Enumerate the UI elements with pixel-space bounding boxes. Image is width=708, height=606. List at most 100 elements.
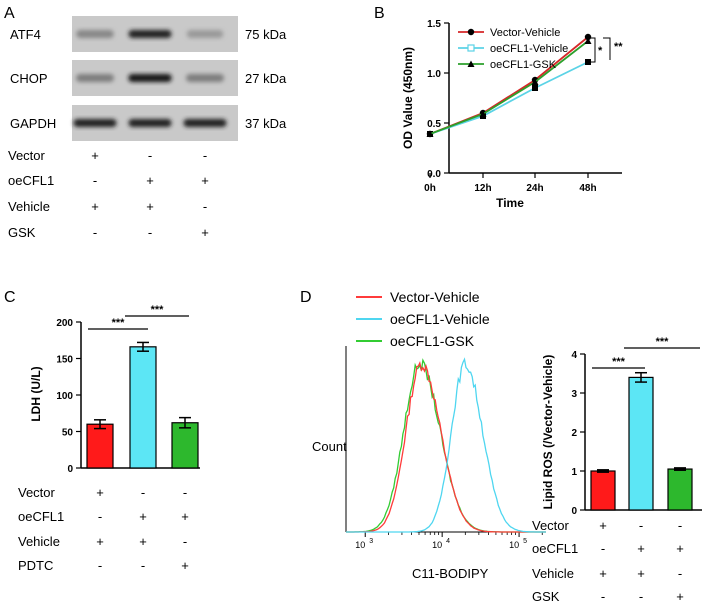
blot-band	[128, 30, 172, 38]
x-axis-title: Time	[496, 196, 524, 210]
treatment-mark: +	[637, 566, 645, 581]
x-tick-label: 12h	[474, 183, 491, 194]
treatment-row-label: PDTC	[18, 558, 53, 573]
legend-label: oeCFL1-GSK	[490, 59, 557, 71]
treatment-mark: +	[181, 558, 189, 573]
data-point	[532, 85, 538, 91]
y-tick-label: 100	[56, 391, 73, 402]
treatment-row-label: GSK	[8, 225, 36, 240]
treatment-mark: +	[91, 148, 99, 163]
treatment-mark: -	[601, 589, 605, 604]
series-line	[429, 61, 589, 135]
ldh-bar-chart: LDH (U/L) 0 50 100 150 200 *** *** Vector + - - o…	[18, 304, 200, 573]
panel-label-a: A	[4, 5, 15, 22]
y-axis-title: Lipid ROS (/Vector-Vehicle)	[541, 355, 555, 510]
legend-label: Vector-Vehicle	[390, 289, 480, 305]
x-tick-label: 48h	[579, 183, 596, 194]
x-tick-label-exponent: 4	[446, 538, 450, 545]
significance-label: ***	[112, 317, 126, 329]
treatment-mark: +	[201, 173, 209, 188]
protein-label: GAPDH	[10, 116, 56, 131]
treatment-row-label: Vehicle	[18, 534, 60, 549]
significance-label: ***	[656, 336, 670, 348]
significance-label: ***	[151, 304, 165, 316]
protein-label: CHOP	[10, 71, 48, 86]
growth-curve-legend: Vector-Vehicle oeCFL1-Vehicle oeCFL1-GSK	[458, 27, 568, 71]
y-tick-label: 150	[56, 355, 73, 366]
bar	[129, 346, 157, 469]
x-tick-label-base: 10	[509, 540, 519, 550]
y-tick-label: 50	[62, 428, 74, 439]
x-tick-label-exponent: 3	[369, 538, 373, 545]
y-tick-label: 2	[571, 428, 577, 439]
legend-label: oeCFL1-Vehicle	[390, 311, 490, 327]
treatment-mark: +	[96, 534, 104, 549]
panel-label-d: D	[300, 289, 312, 306]
treatment-mark: -	[141, 485, 145, 500]
molecular-weight-label: 37 kDa	[245, 116, 287, 131]
x-tick-label-base: 10	[432, 540, 442, 550]
data-point	[584, 33, 592, 41]
y-axis-title: Count	[312, 439, 347, 454]
y-axis-title: OD Value (450nm)	[401, 47, 415, 149]
treatment-mark: +	[139, 534, 147, 549]
treatment-mark: -	[601, 541, 605, 556]
treatment-mark: -	[203, 148, 207, 163]
treatment-row-label: Vector	[8, 148, 46, 163]
blot-band	[76, 30, 114, 38]
treatment-row-label: GSK	[532, 589, 560, 604]
treatment-mark: -	[93, 225, 97, 240]
x-axis-title: C11-BODIPY	[412, 566, 489, 581]
ldh-treatment-table: Vector + - - oeCFL1 - + + Vehicle + + - PDTC - - +	[18, 485, 189, 573]
treatment-mark: +	[676, 589, 684, 604]
blot-band	[73, 119, 117, 127]
treatment-row-label: Vehicle	[8, 199, 50, 214]
treatment-mark: -	[93, 173, 97, 188]
bar	[628, 376, 654, 511]
bar	[86, 423, 114, 469]
bar	[171, 422, 199, 469]
x-tick-label-base: 10	[355, 540, 365, 550]
treatment-mark: +	[146, 199, 154, 214]
treatment-row-label: Vector	[532, 518, 570, 533]
treatment-mark: -	[639, 518, 643, 533]
treatment-mark: +	[91, 199, 99, 214]
x-tick-label: 24h	[526, 183, 543, 194]
legend-label: oeCFL1-Vehicle	[490, 43, 568, 55]
y-tick-label: 200	[56, 318, 73, 329]
histogram-curve	[346, 357, 546, 533]
treatment-mark: +	[96, 485, 104, 500]
legend-label: Vector-Vehicle	[490, 27, 560, 39]
treatment-mark: -	[98, 558, 102, 573]
treatment-mark: -	[148, 225, 152, 240]
y-tick-label: 0.0	[427, 169, 441, 180]
protein-label: ATF4	[10, 27, 41, 42]
significance-bracket	[588, 37, 596, 63]
treatment-row-label: oeCFL1	[8, 173, 54, 188]
blot-band	[128, 119, 172, 127]
treatment-mark: -	[203, 199, 207, 214]
bar	[667, 468, 693, 511]
y-tick-label: 0	[67, 464, 73, 475]
treatment-row-label: oeCFL1	[18, 509, 64, 524]
panel-label-b: B	[374, 5, 385, 22]
data-point	[531, 78, 539, 85]
treatment-mark: +	[146, 173, 154, 188]
y-tick-label: 1	[571, 467, 577, 478]
treatment-mark: -	[183, 534, 187, 549]
data-point	[479, 110, 487, 117]
western-blot-panel: ATF4 75 kDa CHOP 27 kDa GAPDH 37 kDa	[10, 16, 287, 141]
growth-curve-chart: OD Value (450nm) Time 0.0 0.5 1.0 1.5 0h 12h…	[401, 19, 623, 210]
legend-marker	[467, 28, 475, 36]
significance-label: ***	[612, 356, 626, 368]
treatment-mark: +	[181, 509, 189, 524]
treatment-mark: -	[678, 566, 682, 581]
data-point	[584, 37, 592, 44]
treatment-mark: +	[139, 509, 147, 524]
treatment-mark: -	[141, 558, 145, 573]
treatment-mark: -	[148, 148, 152, 163]
legend-label: oeCFL1-GSK	[390, 333, 475, 349]
molecular-weight-label: 27 kDa	[245, 71, 287, 86]
significance-bracket	[603, 37, 611, 60]
